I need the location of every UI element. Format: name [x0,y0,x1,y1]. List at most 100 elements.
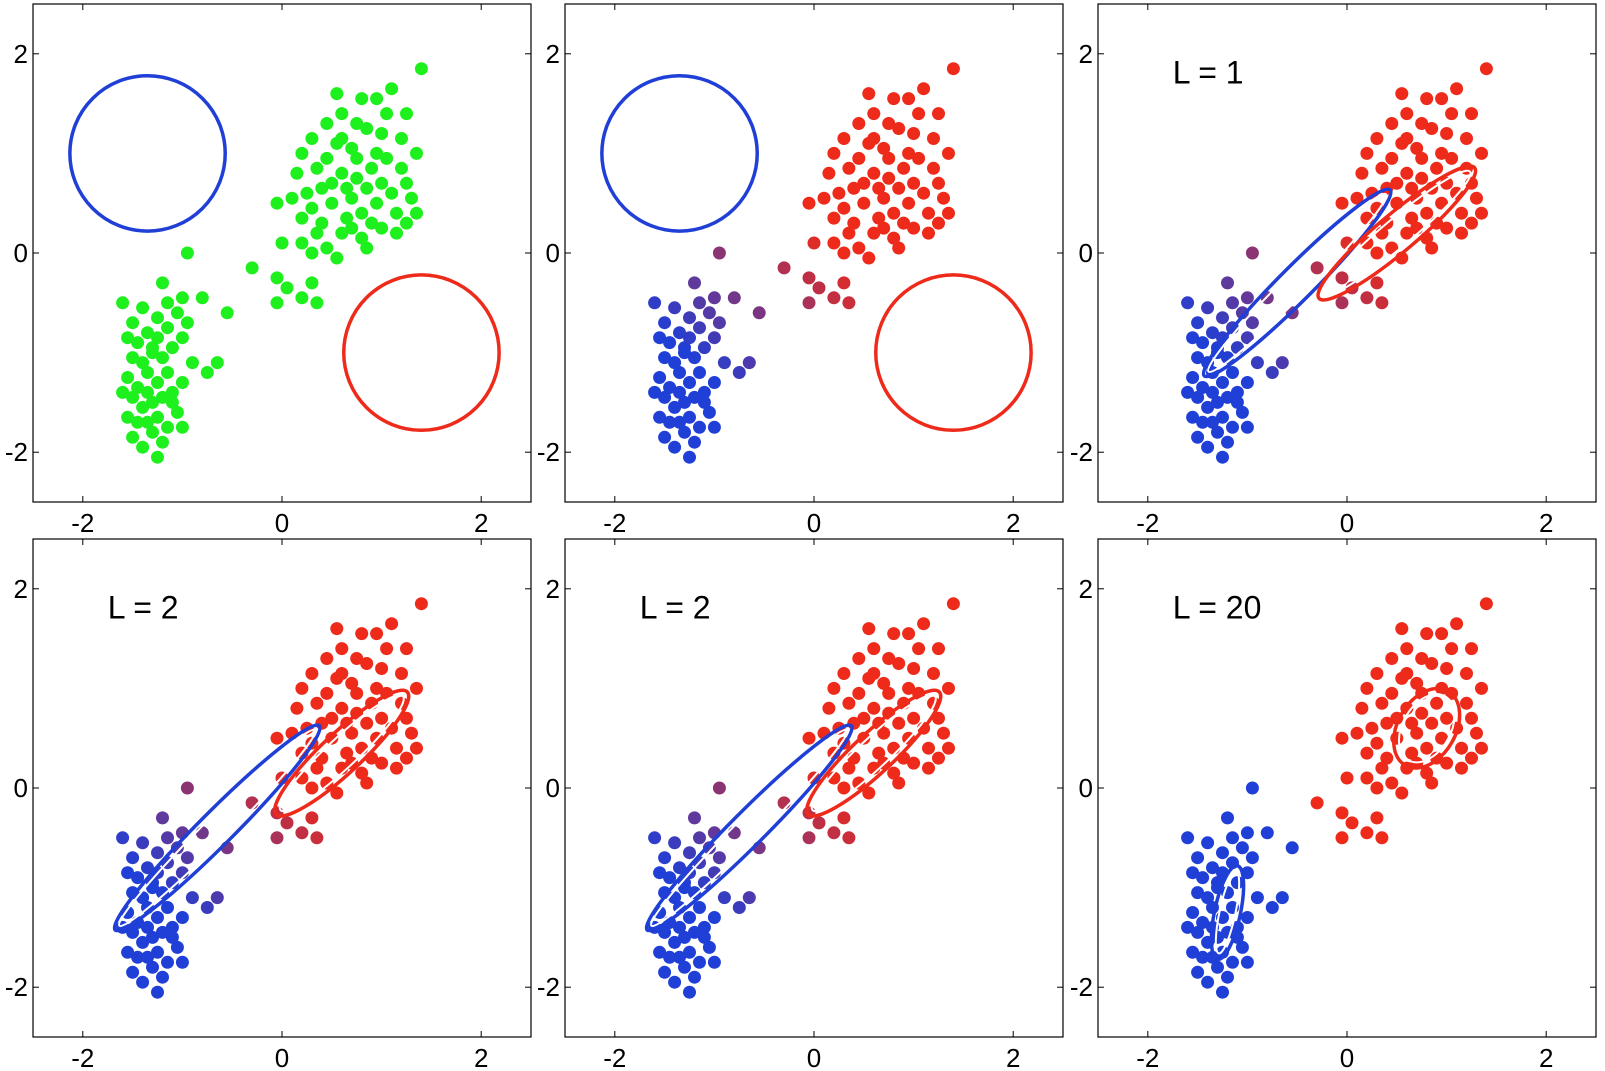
data-point [175,376,189,389]
data-point [1445,107,1459,121]
data-point [702,841,716,855]
data-point [1380,716,1394,730]
panel-label: L = 20 [1173,590,1262,626]
data-point [697,395,711,409]
y-tick-label: 0 [1079,773,1093,803]
data-point [340,211,354,225]
data-point [151,985,164,999]
data-point [141,950,154,964]
data-point [668,935,682,949]
data-point [355,92,369,106]
data-point [1370,811,1384,825]
data-point [295,771,309,785]
data-point [693,420,706,434]
data-point [270,271,284,285]
data-point [270,831,284,845]
data-point [817,191,831,205]
data-point [320,686,334,700]
data-point [121,371,135,384]
data-point [165,930,179,944]
data-point [802,296,816,310]
data-point [922,206,935,220]
data-point [663,871,677,885]
data-point [847,751,861,765]
data-point [897,216,911,230]
data-point [161,420,174,434]
data-point [210,356,224,370]
data-point [688,811,701,825]
data-point [136,440,150,454]
data-point [1226,420,1239,434]
data-point [295,681,309,695]
data-point [807,236,821,250]
x-tick-label: 2 [1006,1043,1020,1071]
data-point [707,955,721,969]
data-point [1415,151,1429,165]
data-point [1410,221,1424,235]
data-point [1440,756,1454,770]
data-point [1206,861,1219,875]
data-point [1370,736,1384,750]
data-point [673,326,686,340]
data-point [1400,667,1414,680]
data-point [892,716,906,730]
data-point [146,930,159,944]
data-point [410,681,423,695]
data-point [1186,410,1200,424]
data-point [907,756,921,770]
ellipse-inner [1322,169,1472,297]
data-point [648,831,662,845]
data-point [1230,385,1244,399]
ellipse-outer [1209,863,1246,962]
data-point [1455,741,1468,755]
data-point [927,132,940,145]
data-point [1275,356,1289,370]
data-point [1196,336,1210,350]
data-point [1460,667,1473,680]
data-point [658,390,672,404]
data-point [320,151,334,165]
data-point [917,82,931,96]
data-point [410,741,423,755]
data-point [1216,450,1229,464]
data-point [1385,652,1399,665]
data-point [350,171,364,185]
data-point [892,181,906,195]
data-point [887,741,901,755]
data-point [1440,221,1454,235]
data-point [350,686,364,700]
y-tick-label: -2 [1070,437,1093,467]
data-point [1475,146,1488,160]
data-point [355,627,369,641]
data-point [360,241,374,255]
data-point [1186,371,1200,384]
data-point [1240,420,1254,434]
x-tick-label: 0 [807,508,821,538]
y-tick-label: 2 [1079,39,1093,69]
data-point [360,776,374,790]
data-point [732,901,746,914]
data-point [707,420,721,434]
data-point [165,920,179,934]
data-point [1245,246,1259,260]
data-point [280,816,294,830]
data-point [1360,146,1374,160]
data-point [1425,716,1439,730]
data-point [802,196,816,210]
data-point [1445,151,1459,165]
data-point [116,296,130,310]
data-point [882,151,896,165]
data-point [1479,597,1493,611]
data-point [683,450,696,464]
data-point [907,711,921,725]
data-point [852,151,866,165]
data-point [335,642,349,656]
data-point [1440,176,1454,190]
data-point [380,107,394,121]
data-point [305,201,319,215]
data-point [678,881,691,895]
data-point [872,211,886,225]
data-point [1181,385,1195,399]
data-point [678,425,691,439]
data-point [688,886,701,900]
